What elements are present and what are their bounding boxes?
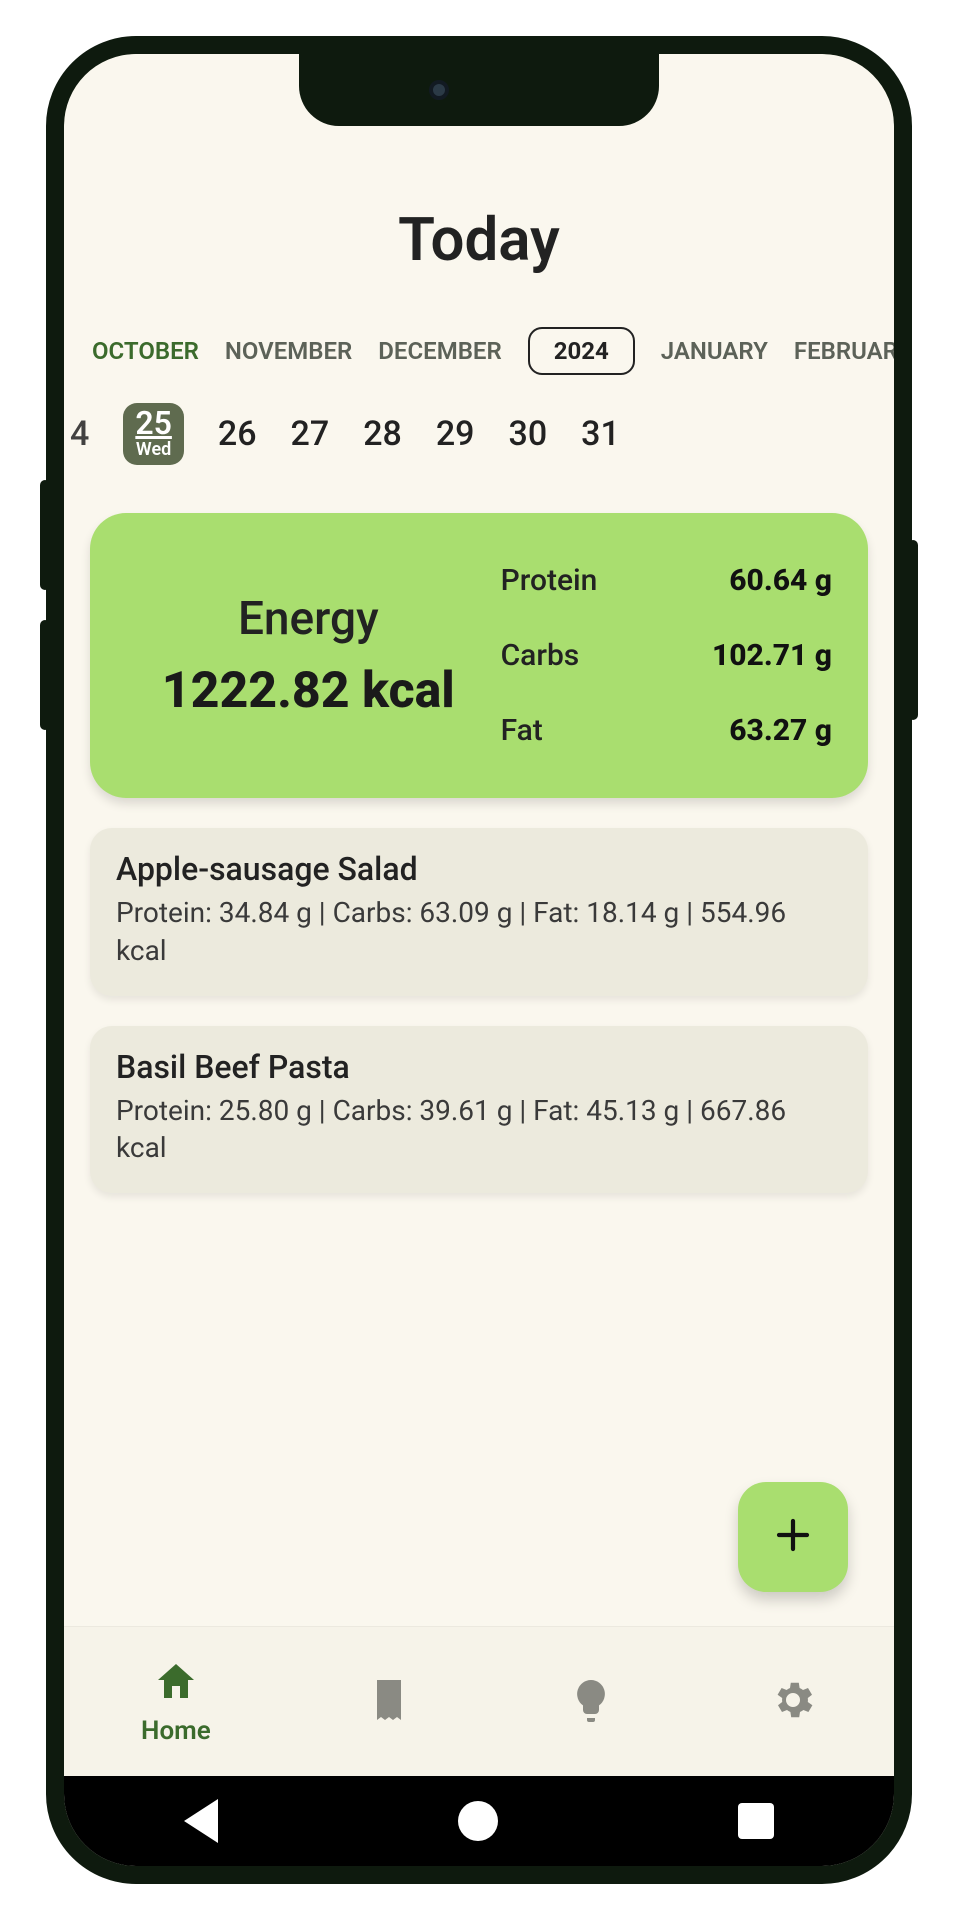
energy-total: Energy 1222.82 kcal: [126, 563, 491, 748]
android-home-icon[interactable]: [458, 1801, 498, 1841]
device-mockup: Today OCTOBER NOVEMBER DECEMBER 2024 JAN…: [0, 0, 958, 1920]
add-button[interactable]: [738, 1482, 848, 1592]
home-icon: [152, 1658, 200, 1710]
phone-frame: Today OCTOBER NOVEMBER DECEMBER 2024 JAN…: [46, 36, 912, 1884]
android-recent-icon[interactable]: [738, 1803, 774, 1839]
macro-label: Carbs: [501, 638, 580, 673]
page-title: Today: [90, 204, 868, 275]
day-selector[interactable]: 4 25 Wed 26 27 28 29 30 31: [70, 403, 868, 465]
day-option[interactable]: 30: [509, 414, 548, 454]
macro-label: Protein: [501, 563, 598, 598]
receipt-icon: [365, 1676, 413, 1728]
month-selector[interactable]: OCTOBER NOVEMBER DECEMBER 2024 JANUARY F…: [90, 327, 868, 375]
meal-name: Basil Beef Pasta: [116, 1048, 842, 1086]
day-option[interactable]: 31: [581, 414, 620, 454]
energy-value: 1222.82 kcal: [162, 662, 455, 720]
month-option[interactable]: FEBRUARY: [794, 337, 894, 365]
energy-summary-card[interactable]: Energy 1222.82 kcal Protein 60.64 g Carb…: [90, 513, 868, 798]
macro-row-protein: Protein 60.64 g: [501, 563, 832, 598]
month-option[interactable]: JANUARY: [661, 337, 768, 365]
month-option[interactable]: DECEMBER: [378, 337, 501, 365]
app-content: Today OCTOBER NOVEMBER DECEMBER 2024 JAN…: [64, 54, 894, 1626]
android-back-icon[interactable]: [184, 1799, 218, 1843]
nav-home[interactable]: Home: [141, 1658, 211, 1746]
meal-card[interactable]: Basil Beef Pasta Protein: 25.80 g | Carb…: [90, 1026, 868, 1194]
nav-settings[interactable]: [769, 1676, 817, 1728]
energy-label: Energy: [238, 592, 379, 646]
nav-tips[interactable]: [567, 1676, 615, 1728]
screen: Today OCTOBER NOVEMBER DECEMBER 2024 JAN…: [64, 54, 894, 1866]
macro-value: 102.71 g: [712, 638, 832, 673]
meal-detail: Protein: 25.80 g | Carbs: 39.61 g | Fat:…: [116, 1092, 842, 1168]
day-option[interactable]: 26: [218, 414, 257, 454]
phone-notch: [299, 54, 659, 126]
macro-row-carbs: Carbs 102.71 g: [501, 638, 832, 673]
day-option[interactable]: 27: [291, 414, 330, 454]
macro-value: 63.27 g: [729, 713, 832, 748]
nav-label: Home: [141, 1716, 211, 1746]
bottom-nav: Home: [64, 1626, 894, 1776]
macro-list: Protein 60.64 g Carbs 102.71 g Fat 63.27…: [491, 563, 832, 748]
macro-value: 60.64 g: [729, 563, 832, 598]
meal-card[interactable]: Apple-sausage Salad Protein: 34.84 g | C…: [90, 828, 868, 996]
day-option[interactable]: 29: [436, 414, 475, 454]
meal-name: Apple-sausage Salad: [116, 850, 842, 888]
selected-day-number: 25: [135, 407, 172, 439]
plus-icon: [772, 1514, 814, 1560]
selected-day-weekday: Wed: [135, 441, 172, 459]
gear-icon: [769, 1676, 817, 1728]
year-selector[interactable]: 2024: [528, 327, 635, 375]
day-option[interactable]: 4: [70, 414, 89, 454]
day-option[interactable]: 28: [363, 414, 402, 454]
android-nav-bar: [64, 1776, 894, 1866]
month-option[interactable]: OCTOBER: [92, 337, 199, 365]
day-option-selected[interactable]: 25 Wed: [123, 403, 184, 465]
macro-row-fat: Fat 63.27 g: [501, 713, 832, 748]
macro-label: Fat: [501, 713, 543, 748]
nav-receipts[interactable]: [365, 1676, 413, 1728]
month-option[interactable]: NOVEMBER: [225, 337, 352, 365]
camera-icon: [429, 80, 449, 100]
bulb-icon: [567, 1676, 615, 1728]
meal-detail: Protein: 34.84 g | Carbs: 63.09 g | Fat:…: [116, 894, 842, 970]
